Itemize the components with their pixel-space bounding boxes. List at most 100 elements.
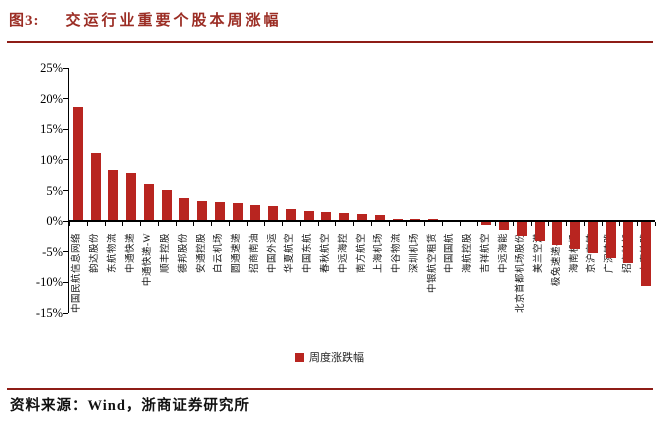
x-axis-tick bbox=[548, 222, 550, 226]
x-axis-label-text: 中远海控 bbox=[338, 233, 349, 274]
y-axis-label: 5% bbox=[46, 183, 63, 198]
footer-divider bbox=[7, 388, 653, 390]
x-axis-tick bbox=[157, 222, 159, 226]
y-axis-tick bbox=[63, 159, 68, 161]
y-axis-label: 0% bbox=[46, 214, 63, 229]
x-axis-tick bbox=[69, 222, 70, 226]
x-axis-tick bbox=[583, 222, 585, 226]
x-axis-label-text: 顺丰控股 bbox=[161, 233, 172, 274]
x-axis-label-text: 韵达股份 bbox=[90, 233, 101, 274]
x-axis-label-text: 深圳机场 bbox=[409, 233, 420, 274]
bar bbox=[534, 222, 545, 241]
x-axis-tick bbox=[619, 222, 621, 226]
y-axis-label: 20% bbox=[40, 91, 63, 106]
x-axis-tick bbox=[495, 222, 497, 226]
y-axis-tick bbox=[63, 312, 68, 314]
x-axis-label-text: 安通控股 bbox=[196, 233, 207, 274]
bar bbox=[321, 211, 332, 221]
x-axis-label-text: 圆通速递 bbox=[232, 233, 243, 274]
figure-label: 图3: bbox=[9, 13, 40, 29]
x-axis-label-text: 中通快递-W bbox=[143, 233, 154, 287]
bar bbox=[570, 222, 581, 250]
bar bbox=[108, 169, 119, 221]
bar bbox=[250, 205, 261, 221]
x-axis-label-text: 白云机场 bbox=[214, 233, 225, 274]
x-axis-tick bbox=[424, 222, 426, 226]
chart-legend: 周度涨跌幅 bbox=[0, 349, 659, 365]
bar bbox=[587, 222, 598, 253]
x-axis-label-text: 中通快递 bbox=[125, 233, 136, 274]
y-axis-line bbox=[67, 68, 69, 313]
y-axis-label: 10% bbox=[40, 152, 63, 167]
x-axis-tick bbox=[282, 222, 284, 226]
y-axis-tick bbox=[63, 251, 68, 253]
bar bbox=[374, 215, 385, 221]
x-axis-label-text: 春秋航空 bbox=[320, 233, 331, 274]
x-axis-tick bbox=[370, 222, 372, 226]
x-axis-tick bbox=[335, 222, 337, 226]
y-axis-label: -5% bbox=[42, 244, 63, 259]
x-axis-tick bbox=[140, 222, 142, 226]
x-axis-tick bbox=[246, 222, 248, 226]
y-axis-label: -15% bbox=[35, 306, 63, 320]
x-axis-tick bbox=[104, 222, 106, 226]
x-axis-tick bbox=[175, 222, 177, 226]
x-axis-tick bbox=[353, 222, 355, 226]
y-axis-label: 15% bbox=[40, 122, 63, 137]
x-axis-tick bbox=[193, 222, 195, 226]
x-axis-label-text: 北京首都机场股份 bbox=[516, 233, 527, 314]
x-axis-label-text: 华夏航空 bbox=[285, 233, 296, 274]
y-axis-tick bbox=[63, 220, 68, 222]
bar bbox=[339, 213, 350, 221]
bar bbox=[126, 173, 137, 221]
x-axis-tick bbox=[441, 222, 443, 226]
y-axis-tick bbox=[63, 67, 68, 69]
legend-label: 周度涨跌幅 bbox=[309, 352, 364, 364]
x-axis-label-text: 南方航空 bbox=[356, 233, 367, 274]
bar bbox=[143, 184, 154, 221]
bar bbox=[641, 222, 652, 286]
bar bbox=[410, 219, 421, 221]
y-axis-label: -10% bbox=[35, 275, 63, 290]
x-axis-tick bbox=[317, 222, 319, 226]
bar bbox=[197, 200, 208, 221]
x-axis-tick bbox=[388, 222, 390, 226]
x-axis-tick bbox=[264, 222, 266, 226]
bar bbox=[285, 208, 296, 221]
x-axis-label-text: 德邦股份 bbox=[178, 233, 189, 274]
bar bbox=[357, 213, 367, 221]
x-axis-label-text: 中银航空租赁 bbox=[427, 233, 438, 294]
x-axis-label-text: 中国民航信息网络 bbox=[72, 233, 83, 314]
source-note: 资料来源：Wind，浙商证券研究所 bbox=[10, 398, 250, 414]
x-axis-tick bbox=[299, 222, 301, 226]
x-axis-label-text: 吉祥航空 bbox=[480, 233, 491, 274]
bar bbox=[392, 218, 403, 221]
x-axis-label-text: 上海机场 bbox=[374, 233, 385, 274]
x-axis-label-text: 中远海能 bbox=[498, 233, 509, 274]
bar bbox=[179, 197, 190, 221]
x-axis-tick bbox=[459, 222, 461, 226]
x-axis-label-text: 海航控股 bbox=[463, 233, 474, 274]
x-axis-tick bbox=[530, 222, 532, 226]
x-axis-tick bbox=[122, 222, 124, 226]
x-axis-tick bbox=[601, 222, 603, 226]
chart-header: 图3: 交运行业重要个股本周涨幅 bbox=[9, 9, 282, 30]
x-axis-tick bbox=[477, 222, 479, 226]
bar bbox=[268, 205, 279, 221]
x-axis-tick bbox=[512, 222, 514, 226]
bar bbox=[232, 202, 243, 221]
x-axis-tick bbox=[228, 222, 230, 226]
bar bbox=[516, 222, 527, 236]
x-axis-tick bbox=[637, 222, 639, 226]
bar bbox=[623, 222, 634, 263]
header-divider bbox=[7, 41, 653, 43]
x-axis-label-text: 中国东航 bbox=[303, 233, 314, 274]
x-axis-tick bbox=[211, 222, 213, 226]
y-axis-tick bbox=[63, 128, 68, 130]
x-axis-label-text: 中国外运 bbox=[267, 233, 278, 274]
bar bbox=[428, 219, 439, 221]
y-axis-label: 25% bbox=[40, 61, 63, 75]
chart-title: 交运行业重要个股本周涨幅 bbox=[65, 13, 282, 29]
bar bbox=[499, 222, 510, 231]
